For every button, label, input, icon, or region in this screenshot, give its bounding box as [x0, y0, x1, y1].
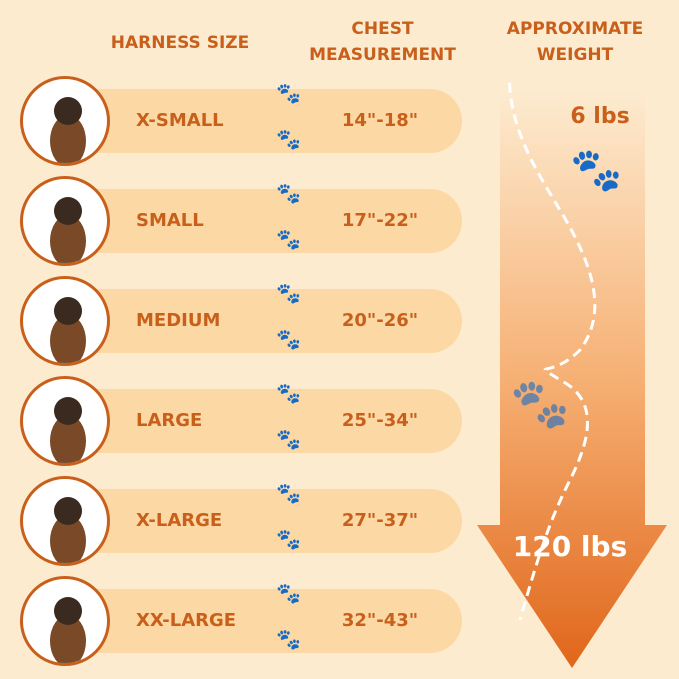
paw-icon: 🐾 [276, 327, 301, 351]
chest-measurement: 27"-37" [341, 510, 419, 531]
size-label: LARGE [136, 410, 203, 431]
paw-icon: 🐾 [276, 527, 301, 551]
paw-icon: 🐾 [276, 81, 301, 105]
chest-measurement: 14"-18" [341, 110, 419, 131]
size-row [40, 89, 462, 153]
dog-photo [20, 476, 110, 566]
header-harness-size: HARNESS SIZE [110, 33, 250, 53]
size-label: X-LARGE [136, 510, 223, 531]
size-label: SMALL [136, 210, 204, 231]
size-row [40, 289, 462, 353]
chest-measurement: 20"-26" [341, 310, 419, 331]
weight-min: 6 lbs [570, 104, 630, 129]
header-chest-measurement: CHEST MEASUREMENT [309, 19, 456, 65]
paw-icon: 🐾 [276, 381, 301, 405]
weight-arrow [477, 80, 667, 668]
size-row [40, 489, 462, 553]
paw-icon: 🐾 [276, 281, 301, 305]
paw-icon: 🐾 [570, 145, 623, 194]
weight-max: 120 lbs [512, 530, 628, 563]
size-row [40, 189, 462, 253]
paw-icon: 🐾 [276, 181, 301, 205]
chest-measurement: 25"-34" [341, 410, 419, 431]
dog-photo [20, 376, 110, 466]
size-row [40, 389, 462, 453]
paw-icon: 🐾 [276, 127, 301, 151]
dog-photo [20, 276, 110, 366]
dog-photo [20, 576, 110, 666]
size-label: MEDIUM [136, 310, 221, 331]
dog-photo [20, 176, 110, 266]
size-label: XX-LARGE [136, 610, 237, 631]
paw-icon: 🐾 [276, 481, 301, 505]
paw-icon: 🐾 [276, 581, 301, 605]
paw-icon: 🐾 [276, 627, 301, 651]
chest-measurement: 17"-22" [341, 210, 419, 231]
paw-icon: 🐾 [276, 427, 301, 451]
header-approximate-weight: APPROXIMATE WEIGHT [506, 19, 644, 65]
chest-measurement: 32"-43" [341, 610, 419, 631]
dog-photo [20, 76, 110, 166]
size-label: X-SMALL [136, 110, 224, 131]
paw-icon: 🐾 [276, 227, 301, 251]
paw-icon: 🐾 [510, 376, 570, 432]
size-row [40, 589, 462, 653]
